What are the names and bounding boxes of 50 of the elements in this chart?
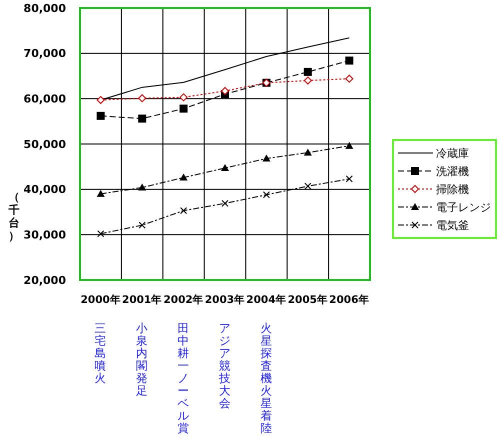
x-tick-label: 2001年 (122, 293, 162, 306)
point (180, 93, 188, 102)
point (138, 94, 146, 102)
y-tick-label: 60,000 (24, 92, 66, 106)
text: 三宅島噴火 (94, 321, 107, 385)
x-tick-label: 2006年 (329, 293, 370, 306)
y-tick-label: 20,000 (24, 274, 66, 287)
point (222, 200, 228, 207)
point (304, 76, 312, 85)
legend-label: 冷蔵庫 (436, 146, 469, 160)
legend-label: 電気釜 (436, 218, 469, 232)
point (345, 56, 354, 65)
text: 小泉内閣発足 (136, 321, 148, 398)
y-tick-label: 50,000 (24, 138, 66, 151)
x-tick-label: 2003年 (204, 293, 246, 306)
point (97, 230, 104, 238)
point (138, 184, 146, 191)
x-tick-label: 2000年 (80, 293, 121, 306)
x-tick-label: 2002年 (163, 293, 204, 306)
text: 火星探査機火星着陸 (260, 321, 272, 435)
y-axis-title: （千台） (8, 190, 20, 242)
point (180, 104, 188, 113)
point (221, 164, 229, 172)
point (221, 86, 229, 95)
point (96, 112, 105, 120)
y-tick-label: 40,000 (24, 183, 66, 196)
point (96, 96, 105, 104)
point (180, 207, 188, 214)
legend-label: 電子レンジ (436, 200, 491, 214)
point (262, 191, 270, 198)
legend-label: 掃除機 (436, 182, 469, 196)
point (304, 182, 312, 190)
point (180, 174, 188, 181)
point (345, 142, 354, 149)
point (345, 74, 354, 83)
point (138, 222, 146, 229)
point (346, 175, 353, 182)
legend-label: 洗濯機 (436, 164, 469, 178)
point (304, 148, 312, 156)
x-tick-label: 2005年 (288, 293, 328, 306)
x-tick-label: 2004年 (246, 293, 287, 306)
point (262, 154, 270, 162)
y-tick-label: 80,000 (24, 2, 66, 15)
text: アジア競技大会 (218, 321, 231, 410)
y-tick-label: 30,000 (24, 228, 66, 242)
y-tick-label: 70,000 (24, 47, 66, 60)
point (304, 68, 312, 76)
text: 田中耕一ノーベル賞 (178, 321, 190, 435)
point (138, 114, 146, 123)
point (96, 190, 105, 197)
